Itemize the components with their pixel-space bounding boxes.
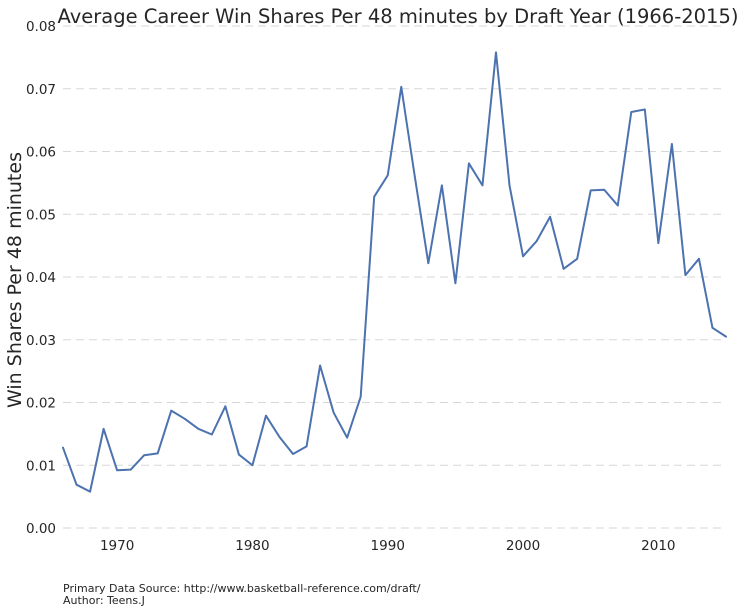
footnote: Primary Data Source: http://www.basketba… [63, 583, 420, 607]
x-tick-labels: 1970 1980 1990 2000 2010 [100, 538, 676, 554]
data-point [359, 396, 362, 398]
data-point [305, 445, 308, 448]
y-tick-label: 0.00 [26, 521, 56, 537]
data-point [251, 464, 254, 467]
y-tick-label: 0.02 [26, 396, 56, 412]
data-point [170, 409, 173, 412]
x-tick-label: 1990 [371, 538, 405, 554]
data-point [441, 184, 443, 187]
data-point [319, 364, 321, 367]
series-layer [62, 51, 727, 493]
data-point [238, 453, 240, 456]
data-point [75, 483, 78, 486]
data-point [278, 436, 281, 438]
data-source-note: Primary Data Source: http://www.basketba… [63, 582, 421, 595]
data-point [332, 411, 335, 414]
data-point [156, 452, 159, 455]
data-point [725, 335, 727, 338]
data-point [630, 111, 633, 113]
data-point [129, 468, 132, 471]
data-point [508, 184, 511, 187]
data-point [481, 184, 484, 187]
y-tick-label: 0.06 [26, 145, 56, 161]
y-tick-labels: 0.00 0.01 0.02 0.03 0.04 0.05 0.06 0.07 0.08 [26, 19, 56, 537]
data-point [495, 51, 497, 54]
y-tick-label: 0.04 [26, 270, 56, 286]
data-point [522, 255, 524, 258]
y-tick-label: 0.05 [26, 207, 56, 223]
data-point [346, 436, 348, 439]
data-point [603, 188, 606, 191]
data-point [386, 174, 389, 177]
data-point [684, 274, 687, 276]
data-point [265, 414, 267, 417]
y-axis-label: Win Shares Per 48 minutes [4, 152, 26, 408]
data-point [454, 282, 457, 285]
data-point [711, 327, 714, 329]
data-point [143, 454, 145, 457]
x-tick-label: 1970 [100, 538, 134, 554]
data-point [400, 86, 403, 88]
x-tick-label: 1980 [235, 538, 269, 554]
data-point [562, 268, 565, 270]
data-point [644, 108, 646, 111]
data-point [698, 258, 700, 260]
data-point [89, 490, 91, 493]
data-point [197, 428, 200, 430]
data-point [224, 405, 227, 408]
data-point [292, 453, 294, 455]
data-point [535, 240, 538, 243]
data-point [62, 446, 64, 449]
data-point [116, 469, 118, 472]
data-point [657, 242, 660, 244]
y-tick-label: 0.01 [26, 458, 56, 474]
x-tick-label: 2010 [641, 538, 675, 554]
y-tick-label: 0.07 [26, 82, 56, 98]
y-tick-label: 0.03 [26, 333, 56, 349]
data-point [211, 433, 213, 436]
x-tick-label: 2000 [506, 538, 540, 554]
data-point [616, 204, 619, 207]
y-tick-label: 0.08 [26, 19, 56, 35]
data-point [102, 428, 105, 430]
author-note: Author: Teens.J [63, 594, 145, 607]
data-point [413, 175, 416, 178]
chart-title: Average Career Win Shares Per 48 minutes… [58, 5, 739, 28]
data-point [468, 162, 470, 165]
data-point [183, 418, 186, 420]
data-point [576, 258, 578, 260]
data-point [373, 195, 376, 198]
data-point [427, 262, 430, 264]
series-line [62, 51, 727, 493]
data-point [589, 189, 592, 192]
grid-layer [63, 25, 726, 529]
data-point [671, 143, 673, 145]
data-point [549, 215, 551, 218]
